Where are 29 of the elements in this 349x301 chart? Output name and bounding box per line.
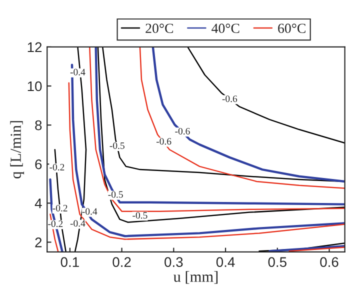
annotation: -0.6 — [222, 96, 238, 102]
annotation: -0.4 — [70, 68, 86, 76]
annotation: -0.6 — [175, 128, 190, 135]
annotation: -0.5 — [110, 142, 124, 149]
annotation: -0.5 — [108, 191, 123, 198]
x-tick-label: 0.4 — [216, 257, 235, 267]
annotation: -0.5 — [132, 212, 148, 219]
y-axis-title: q [L/min] — [10, 121, 24, 178]
annotation: -0.6 — [156, 138, 172, 145]
x-tick-label: 0.2 — [112, 257, 131, 267]
y-tick-label: 2 — [35, 238, 42, 248]
y-tick-label: 8 — [35, 120, 42, 130]
x-tick-label: 0.6 — [320, 257, 338, 267]
annotation: -0.4 — [70, 220, 86, 227]
annotation: -0.4 — [82, 208, 98, 215]
x-axis-title: u [mm] — [173, 271, 218, 284]
y-tick-label: 6 — [35, 159, 42, 170]
y-tick-label: 12 — [28, 42, 42, 52]
x-tick-label: 0.3 — [164, 257, 183, 267]
annotation: -0.2 — [48, 220, 63, 228]
y-tick-label: 10 — [28, 81, 42, 92]
y-tick-label: 4 — [34, 198, 42, 208]
annotation: -0.2 — [52, 204, 68, 212]
x-tick-label: 0.5 — [268, 257, 286, 267]
annotation: -0.2 — [50, 164, 64, 170]
legend-label: 60°C — [278, 24, 306, 34]
x-tick-label: 0.1 — [60, 257, 79, 267]
legend-label: 40°C — [212, 24, 240, 34]
legend-label: 20°C — [146, 24, 174, 34]
